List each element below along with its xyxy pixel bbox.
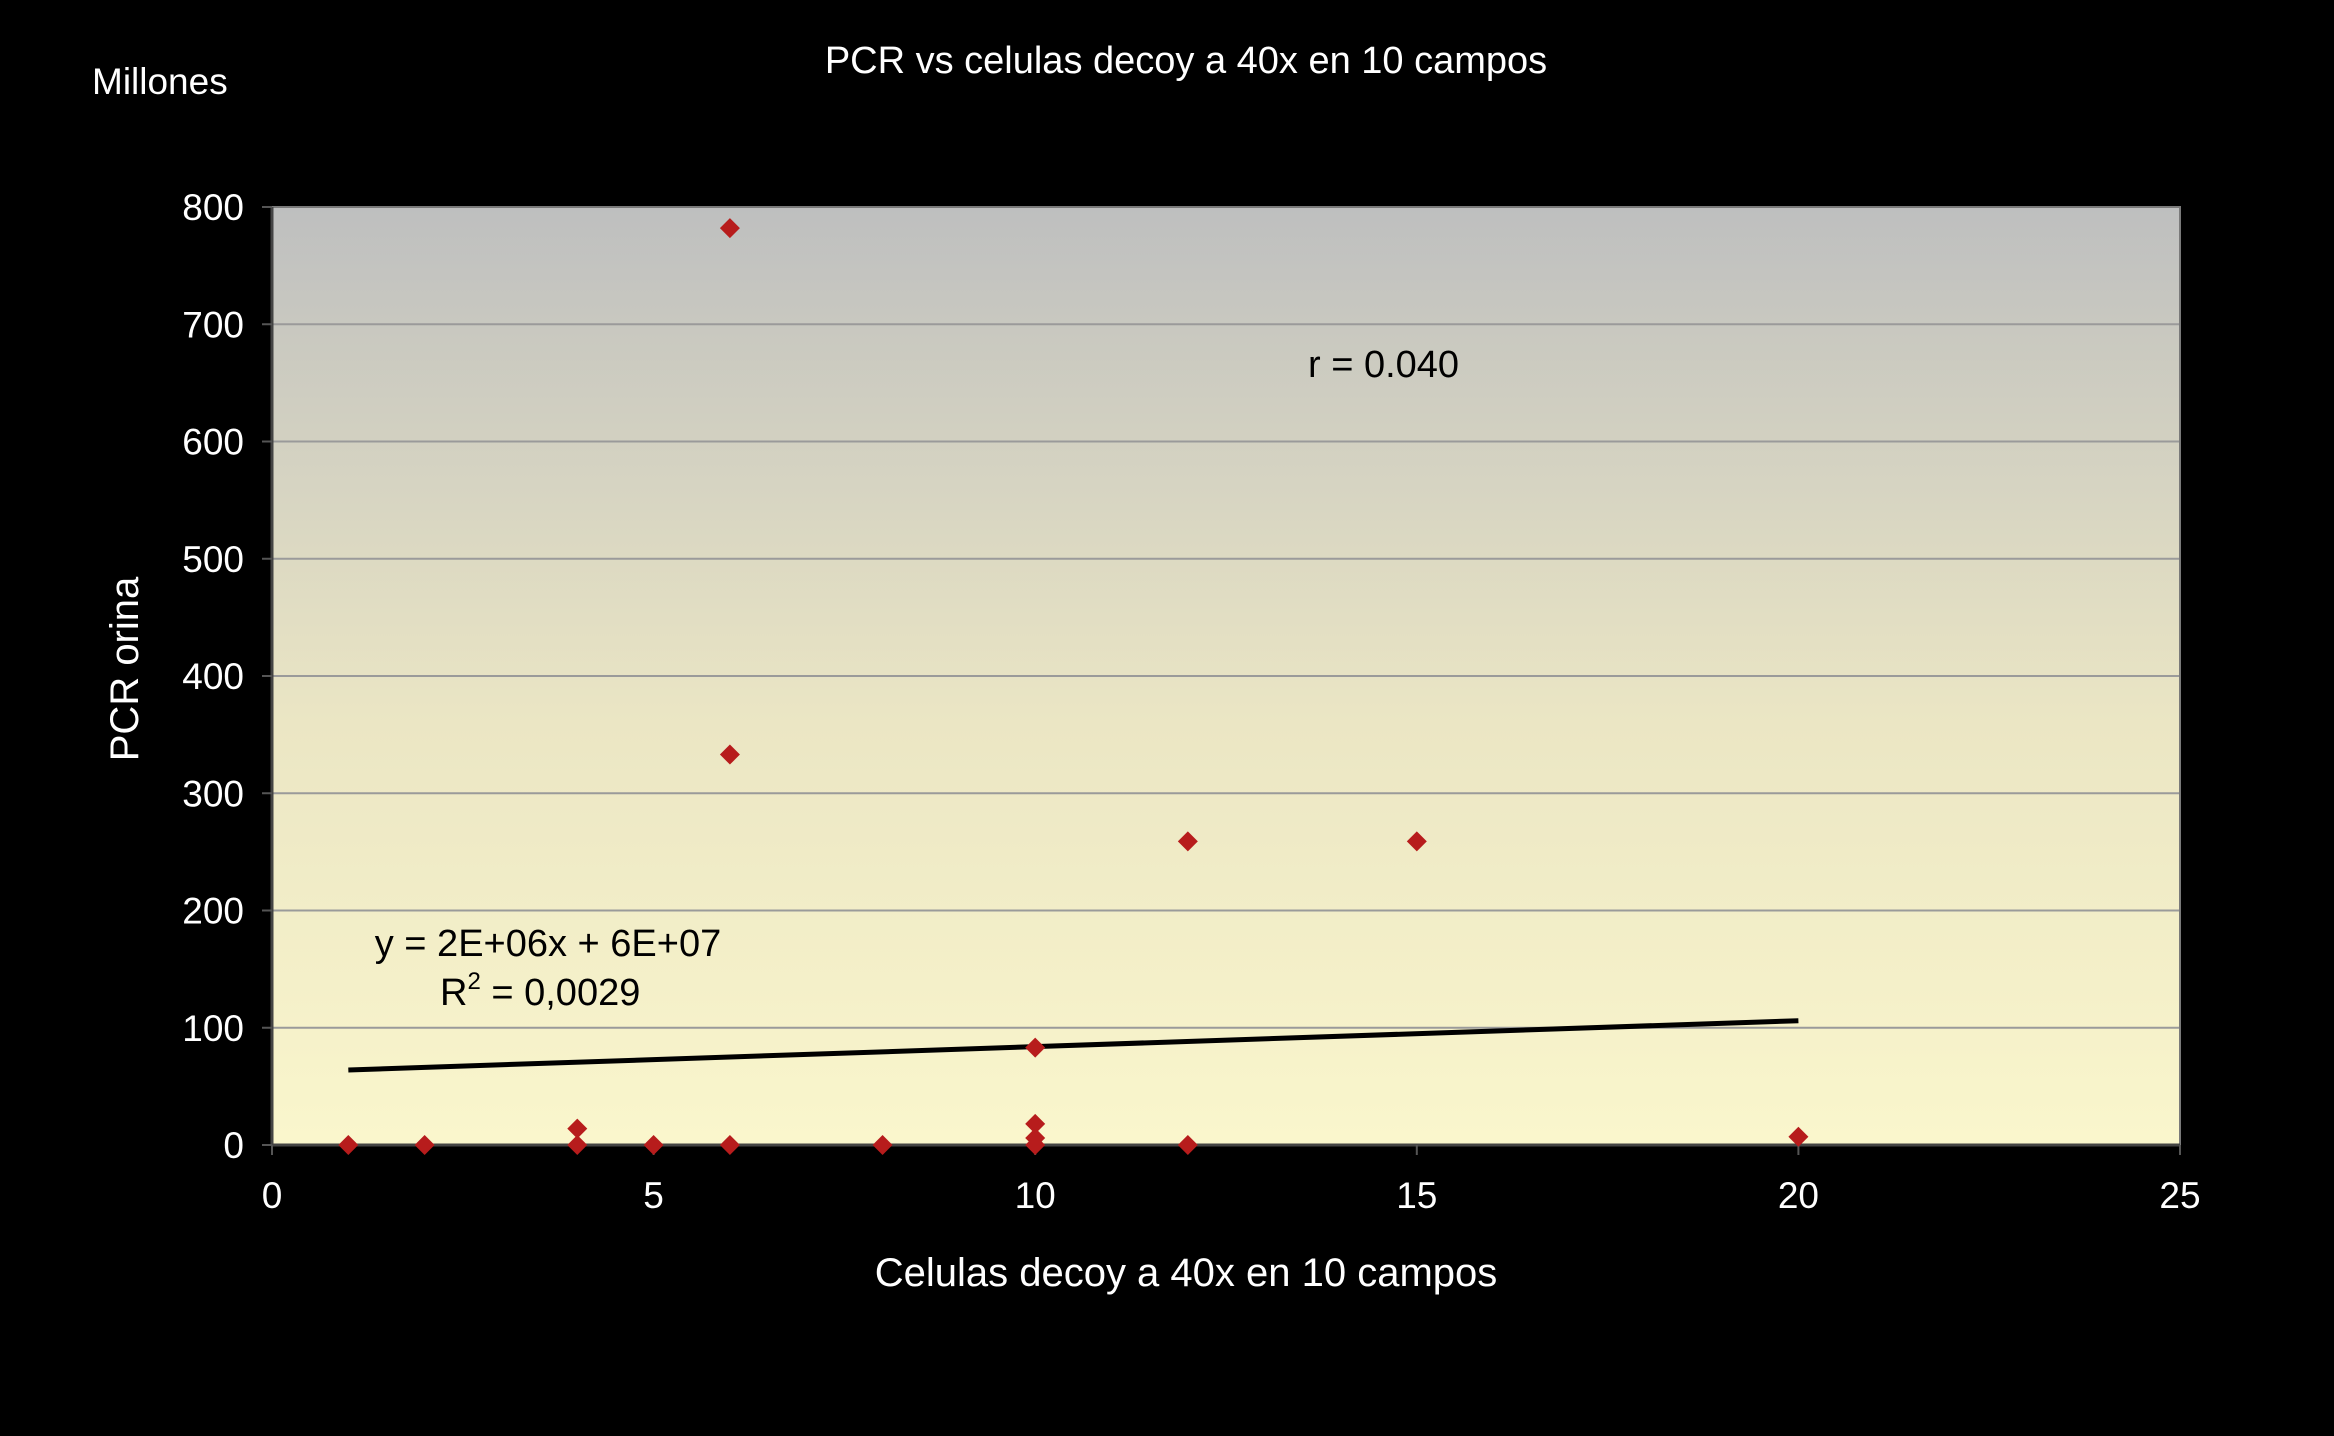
x-tick-label: 5 (643, 1175, 664, 1216)
y-tick-label: 200 (182, 891, 244, 932)
trendline-group (348, 1018, 1799, 1073)
data-point (1025, 1113, 1046, 1134)
data-point (567, 1118, 588, 1139)
y-tick-label: 700 (182, 304, 244, 345)
y-tick-label: 800 (182, 187, 244, 228)
x-tick-label: 20 (1778, 1175, 1819, 1216)
x-tick-label: 25 (2159, 1175, 2200, 1216)
data-point (338, 1135, 359, 1155)
r-squared-value: = 0,0029 (481, 972, 641, 1014)
x-tick-label: 15 (1396, 1175, 1437, 1216)
data-point (1177, 831, 1198, 852)
data-point (1406, 831, 1427, 852)
tick-labels: 0 100 200 300 400 500 600 700 800 0 5 10 15 20 25 (182, 187, 2200, 1216)
y-tick-label: 0 (223, 1125, 244, 1166)
unit-label: Millones (92, 61, 228, 102)
data-point (1788, 1126, 1809, 1147)
data-point (719, 1135, 740, 1155)
trendline-equation: y = 2E+06x + 6E+07 (375, 923, 722, 965)
data-point (643, 1135, 664, 1155)
y-tick-label: 500 (182, 539, 244, 580)
x-tick-label: 10 (1015, 1175, 1056, 1216)
y-tick-label: 600 (182, 422, 244, 463)
r-squared-superscript: 2 (467, 968, 480, 995)
chart-title: PCR vs celulas decoy a 40x en 10 campos (825, 40, 1547, 82)
r-squared-label: R2 = 0,0029 (440, 968, 640, 1014)
data-points (338, 218, 1809, 1155)
r-squared-prefix: R (440, 972, 467, 1014)
y-tick-label: 300 (182, 773, 244, 814)
data-point (1025, 1037, 1046, 1058)
data-point (719, 744, 740, 765)
data-point (567, 1135, 588, 1155)
data-point (719, 218, 740, 239)
x-tick-label: 0 (262, 1175, 283, 1216)
correlation-label: r = 0.040 (1308, 344, 1459, 386)
data-point (414, 1135, 435, 1155)
trendline (348, 1018, 1799, 1073)
y-axis-label: PCR orina (103, 576, 147, 761)
data-point (1177, 1135, 1198, 1155)
data-point (872, 1135, 893, 1155)
y-tick-label: 400 (182, 656, 244, 697)
x-axis-label: Celulas decoy a 40x en 10 campos (875, 1251, 1498, 1295)
y-tick-label: 100 (182, 1008, 244, 1049)
data-point (1025, 1135, 1046, 1155)
